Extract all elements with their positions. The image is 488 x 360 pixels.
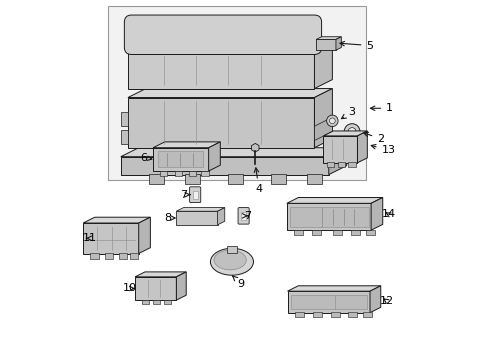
FancyBboxPatch shape: [160, 171, 167, 176]
Text: 12: 12: [379, 296, 393, 306]
Polygon shape: [370, 198, 382, 230]
FancyBboxPatch shape: [163, 300, 171, 305]
FancyBboxPatch shape: [365, 230, 374, 235]
Text: 8: 8: [163, 213, 175, 223]
FancyBboxPatch shape: [348, 162, 355, 167]
Polygon shape: [128, 44, 332, 53]
FancyBboxPatch shape: [293, 230, 303, 235]
Text: 10: 10: [122, 283, 137, 293]
Polygon shape: [217, 208, 224, 225]
Polygon shape: [135, 277, 176, 300]
Polygon shape: [128, 89, 332, 98]
Polygon shape: [208, 142, 220, 171]
Text: 4: 4: [254, 168, 262, 194]
Text: 1: 1: [370, 103, 392, 113]
FancyBboxPatch shape: [189, 187, 201, 203]
Circle shape: [329, 118, 335, 124]
FancyBboxPatch shape: [290, 295, 336, 309]
FancyBboxPatch shape: [124, 15, 321, 54]
FancyBboxPatch shape: [271, 174, 285, 184]
FancyBboxPatch shape: [312, 312, 321, 317]
FancyBboxPatch shape: [290, 207, 322, 226]
Polygon shape: [121, 148, 346, 157]
FancyBboxPatch shape: [348, 312, 357, 317]
Polygon shape: [357, 131, 366, 163]
Text: 3: 3: [341, 107, 355, 119]
FancyBboxPatch shape: [201, 171, 208, 176]
Polygon shape: [153, 148, 208, 171]
FancyBboxPatch shape: [174, 171, 182, 176]
FancyBboxPatch shape: [322, 207, 368, 226]
Polygon shape: [314, 89, 332, 148]
Polygon shape: [128, 98, 314, 148]
Text: 13: 13: [370, 144, 395, 155]
Polygon shape: [83, 223, 139, 253]
FancyBboxPatch shape: [335, 295, 366, 309]
FancyBboxPatch shape: [119, 253, 127, 258]
Polygon shape: [287, 291, 369, 313]
FancyBboxPatch shape: [306, 174, 321, 184]
Polygon shape: [369, 286, 380, 313]
FancyBboxPatch shape: [153, 300, 160, 305]
FancyBboxPatch shape: [330, 312, 339, 317]
Polygon shape: [176, 272, 186, 300]
FancyBboxPatch shape: [192, 191, 197, 199]
Circle shape: [347, 128, 355, 135]
Circle shape: [326, 115, 337, 127]
FancyBboxPatch shape: [311, 230, 320, 235]
FancyBboxPatch shape: [142, 300, 149, 305]
FancyBboxPatch shape: [351, 230, 360, 235]
Polygon shape: [121, 112, 128, 126]
Polygon shape: [121, 157, 328, 175]
FancyBboxPatch shape: [326, 162, 333, 167]
Polygon shape: [83, 217, 150, 223]
Polygon shape: [328, 148, 346, 175]
FancyBboxPatch shape: [188, 171, 196, 176]
FancyBboxPatch shape: [226, 246, 237, 253]
FancyBboxPatch shape: [228, 174, 242, 184]
FancyBboxPatch shape: [149, 174, 163, 184]
Polygon shape: [176, 211, 217, 225]
FancyBboxPatch shape: [90, 253, 99, 258]
Ellipse shape: [214, 250, 246, 270]
Polygon shape: [286, 198, 382, 203]
Polygon shape: [335, 37, 341, 50]
FancyBboxPatch shape: [238, 208, 249, 224]
FancyBboxPatch shape: [108, 6, 366, 180]
FancyBboxPatch shape: [129, 253, 138, 258]
Polygon shape: [135, 272, 186, 277]
Polygon shape: [139, 217, 150, 253]
Polygon shape: [287, 286, 380, 291]
FancyBboxPatch shape: [362, 312, 371, 317]
Polygon shape: [316, 40, 335, 50]
Polygon shape: [286, 203, 370, 230]
Text: 6: 6: [141, 153, 152, 163]
FancyBboxPatch shape: [158, 151, 203, 167]
Polygon shape: [323, 131, 366, 136]
Text: 2: 2: [363, 132, 384, 144]
FancyBboxPatch shape: [333, 230, 342, 235]
Text: 7: 7: [242, 211, 251, 221]
Polygon shape: [176, 208, 224, 211]
Text: 9: 9: [232, 276, 244, 289]
Text: 7: 7: [180, 190, 190, 200]
Polygon shape: [121, 130, 128, 144]
Polygon shape: [314, 117, 332, 140]
Text: 11: 11: [82, 233, 96, 243]
Polygon shape: [314, 44, 332, 89]
Text: 14: 14: [381, 209, 395, 219]
Circle shape: [344, 124, 359, 139]
Polygon shape: [153, 142, 220, 148]
Text: 5: 5: [339, 41, 373, 50]
Ellipse shape: [210, 248, 253, 275]
FancyBboxPatch shape: [294, 312, 303, 317]
Polygon shape: [323, 136, 357, 163]
FancyBboxPatch shape: [337, 162, 344, 167]
Polygon shape: [316, 37, 341, 40]
FancyBboxPatch shape: [104, 253, 113, 258]
FancyBboxPatch shape: [185, 174, 199, 184]
FancyBboxPatch shape: [241, 212, 245, 220]
Polygon shape: [128, 53, 314, 89]
